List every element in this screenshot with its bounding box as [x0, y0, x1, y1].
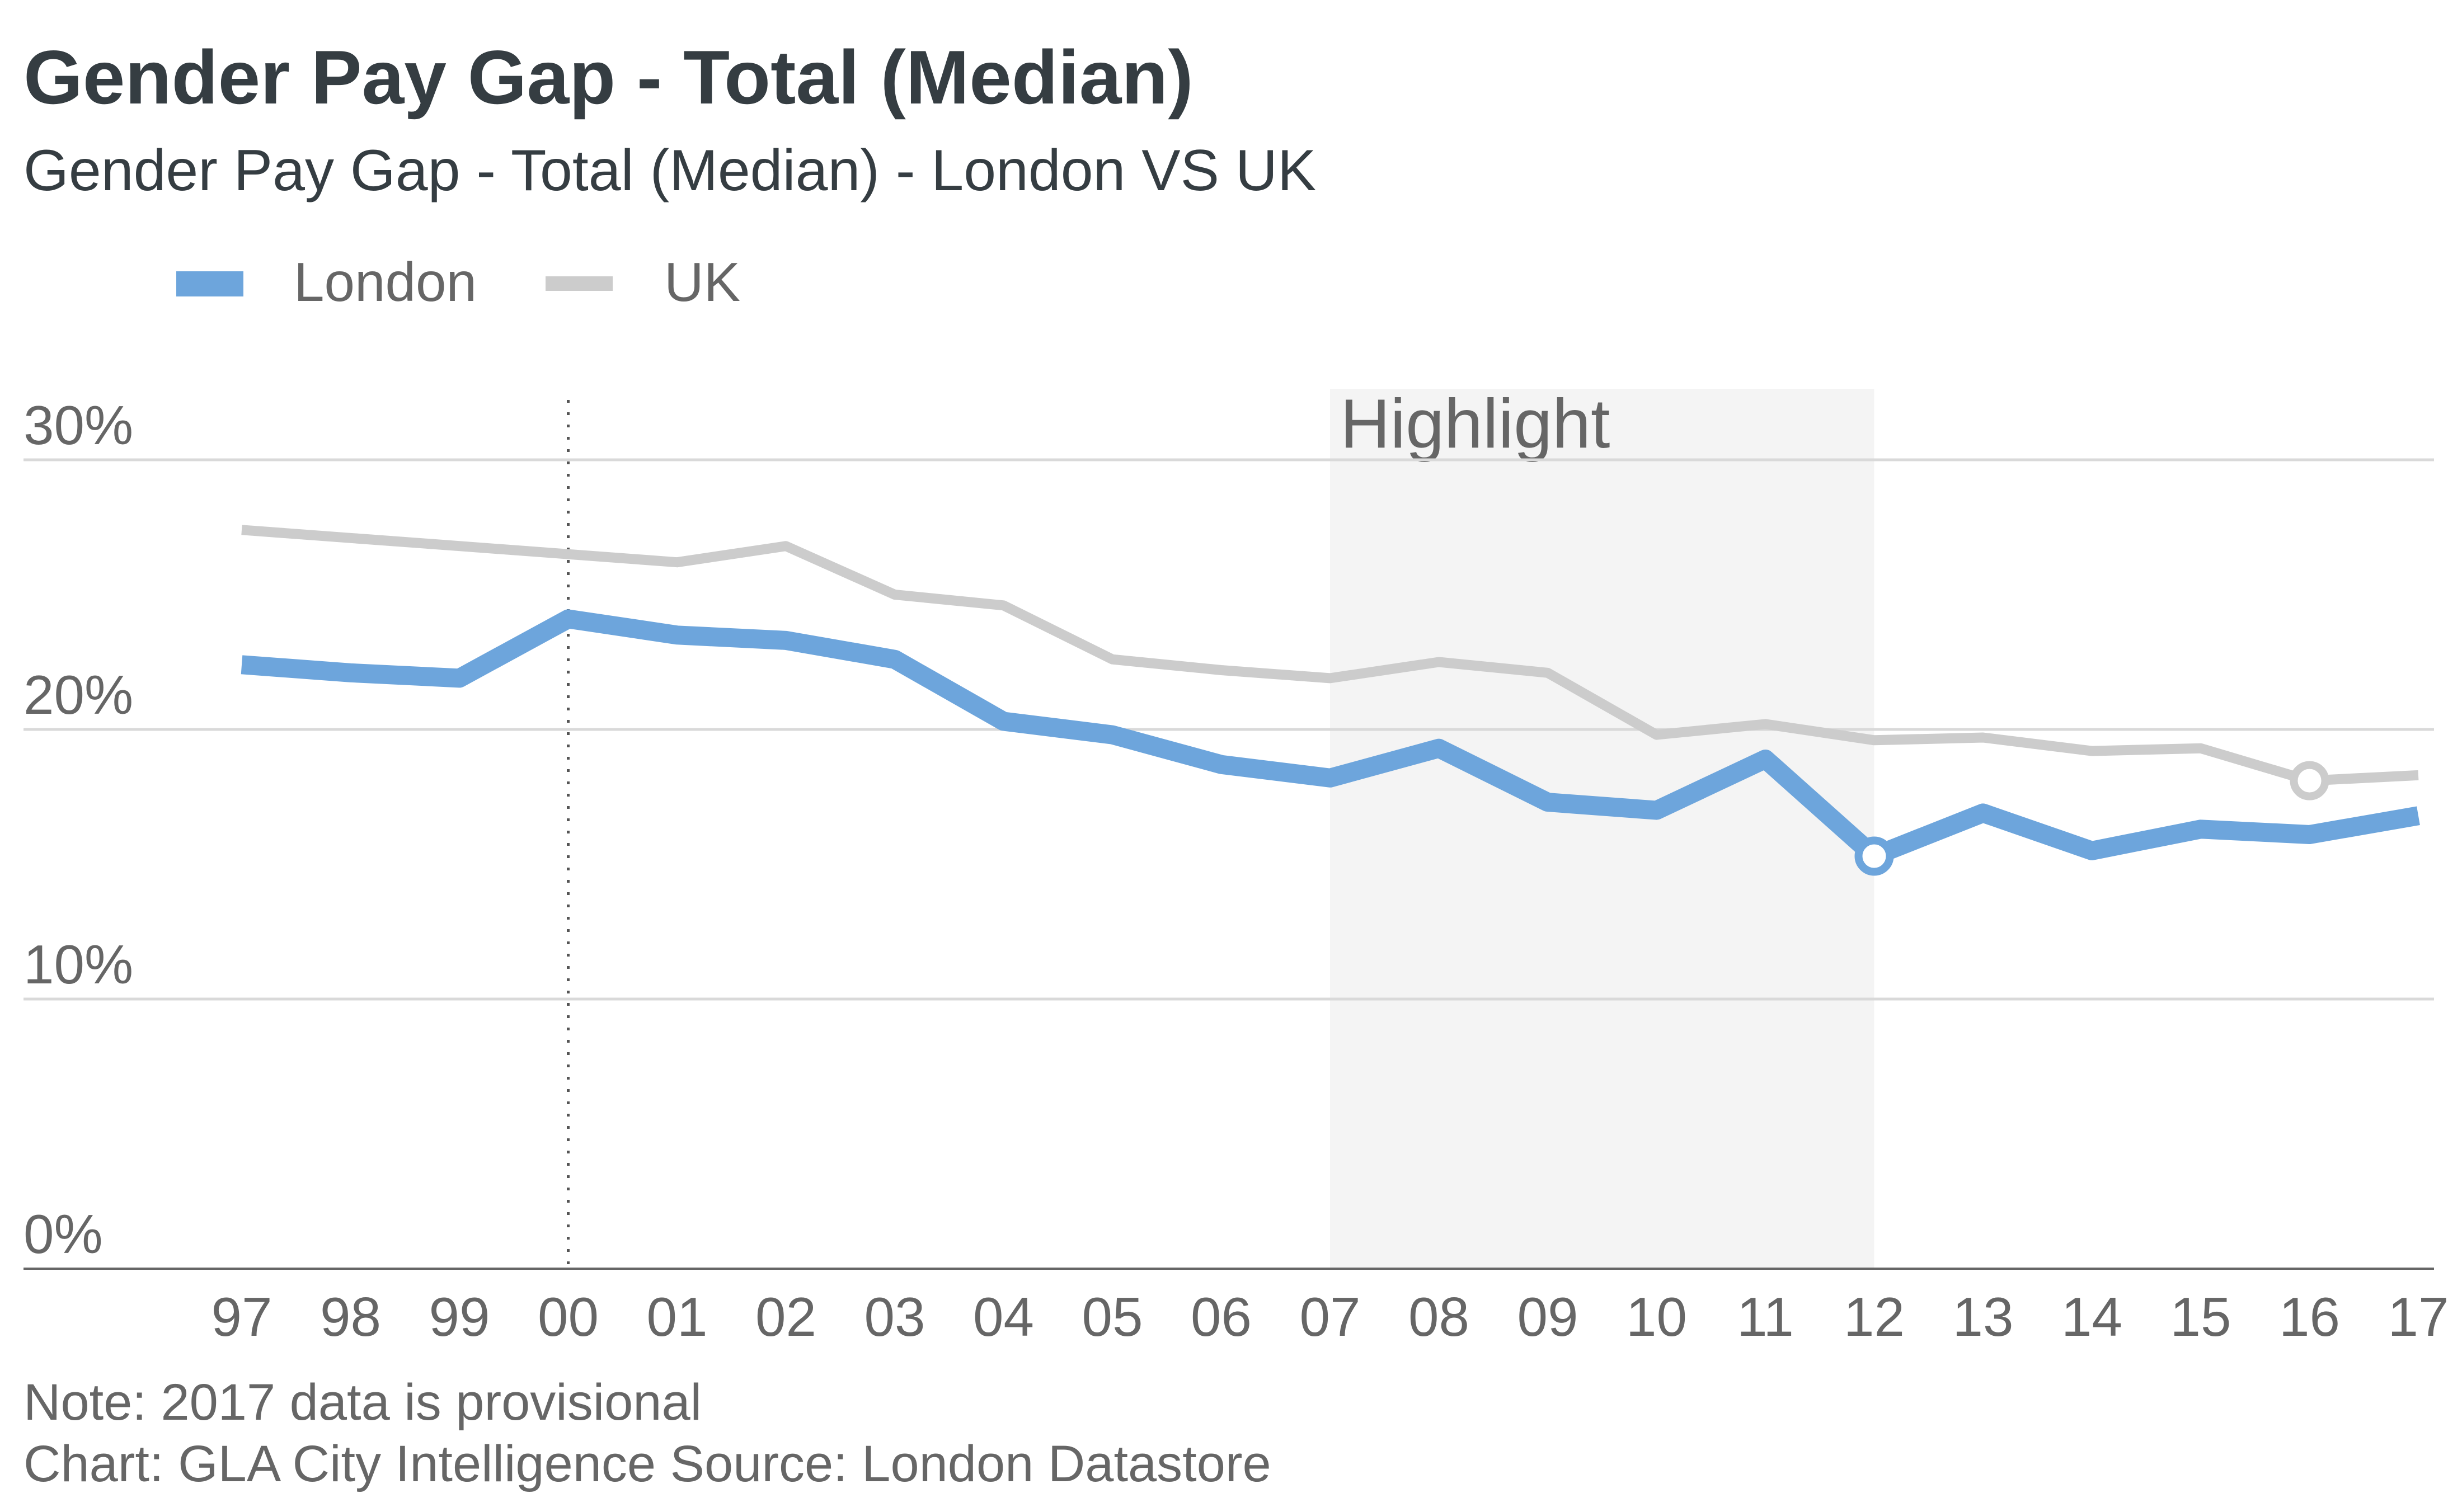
- y-tick-label: 30%: [24, 394, 133, 456]
- x-tick-label: 99: [429, 1286, 490, 1348]
- x-tick-label: 01: [646, 1286, 707, 1348]
- x-axis-ticks: 97 98 99 00 01 02 03 04 05 06 07 08 09 10 11 12 13 14 15 16…: [211, 1286, 2448, 1348]
- x-tick-label: 09: [1517, 1286, 1578, 1348]
- legend-swatch-london: [176, 271, 243, 296]
- y-tick-label: 10%: [24, 934, 133, 995]
- data-point-london-12: [1854, 836, 1894, 876]
- series-line-uk: [241, 525, 2419, 786]
- x-tick-label: 16: [2279, 1286, 2340, 1348]
- x-tick-label: 13: [1952, 1286, 2013, 1348]
- gridlines: [24, 400, 2434, 1270]
- chart-title: Gender Pay Gap - Total (Median): [24, 35, 1194, 120]
- x-tick-label: 10: [1626, 1286, 1687, 1348]
- x-tick-label: 08: [1408, 1286, 1469, 1348]
- chart-note: Note: 2017 data is provisional: [24, 1374, 702, 1431]
- x-tick-label: 03: [864, 1286, 925, 1348]
- data-point-uk-16: [2290, 761, 2329, 800]
- x-tick-label: 15: [2170, 1286, 2231, 1348]
- legend-label-uk: UK: [664, 251, 740, 313]
- x-tick-label: 97: [211, 1286, 272, 1348]
- legend-label-london: London: [294, 251, 477, 313]
- x-tick-label: 14: [2061, 1286, 2122, 1348]
- chart-source: Chart: GLA City Intelligence Source: Lon…: [24, 1435, 1271, 1492]
- x-tick-label: 06: [1191, 1286, 1252, 1348]
- legend-swatch-uk: [546, 276, 613, 291]
- x-tick-label: 07: [1299, 1286, 1360, 1348]
- y-axis-ticks: 0% 10% 20% 30%: [24, 394, 133, 1265]
- x-tick-label: 17: [2388, 1286, 2448, 1348]
- chart-subtitle: Gender Pay Gap - Total (Median) - London…: [24, 138, 1316, 203]
- plot-background: Highlight: [1330, 385, 1874, 1269]
- highlight-label: Highlight: [1340, 385, 1610, 463]
- y-tick-label: 20%: [24, 664, 133, 726]
- x-tick-label: 98: [320, 1286, 381, 1348]
- y-tick-label: 0%: [24, 1203, 103, 1265]
- x-tick-label: 11: [1737, 1286, 1794, 1348]
- x-tick-label: 02: [755, 1286, 816, 1348]
- series-lines: [241, 525, 2420, 876]
- x-tick-label: 12: [1844, 1286, 1905, 1348]
- x-tick-label: 05: [1082, 1286, 1143, 1348]
- legend: London UK: [176, 251, 740, 313]
- x-tick-label: 04: [973, 1286, 1034, 1348]
- highlight-band: [1330, 389, 1874, 1269]
- series-line-london: [241, 609, 2420, 866]
- x-tick-label: 00: [538, 1286, 599, 1348]
